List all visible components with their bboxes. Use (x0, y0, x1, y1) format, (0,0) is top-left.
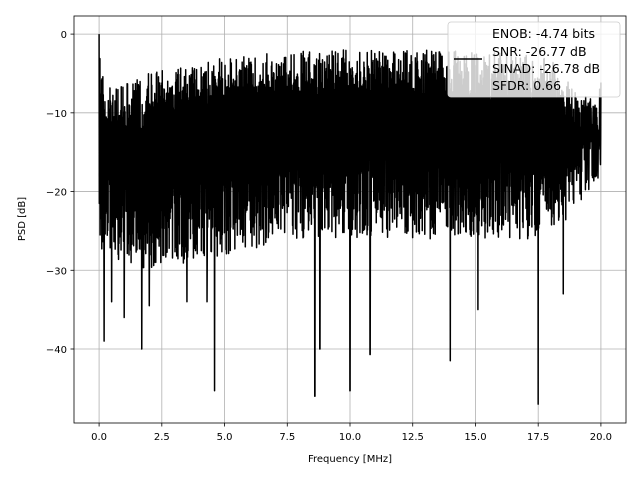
x-tick-label: 17.5 (527, 432, 549, 443)
x-tick-label: 0.0 (91, 432, 107, 443)
x-axis-label: Frequency [MHz] (308, 454, 392, 465)
legend-sfdr: SFDR: 0.66 (492, 78, 561, 93)
x-tick-label: 7.5 (279, 432, 295, 443)
y-axis-label: PSD [dB] (17, 197, 28, 241)
y-tick-label: 0 (61, 30, 67, 41)
y-tick-label: −30 (46, 266, 67, 277)
legend-snr: SNR: -26.77 dB (492, 44, 587, 59)
x-tick-label: 2.5 (154, 432, 170, 443)
y-ticks: 0 −10 −20 −30 −40 (46, 30, 74, 356)
x-tick-label: 20.0 (590, 432, 612, 443)
legend-box (447, 21, 621, 98)
y-tick-label: −40 (46, 345, 67, 356)
y-tick-label: −10 (46, 109, 67, 120)
plot-area (98, 34, 602, 405)
psd-series-line (98, 34, 602, 405)
x-tick-label: 15.0 (464, 432, 486, 443)
x-tick-label: 5.0 (217, 432, 233, 443)
x-tick-label: 10.0 (339, 432, 361, 443)
legend-enob: ENOB: -4.74 bits (492, 26, 595, 41)
legend-sinad: SINAD: -26.78 dB (492, 61, 600, 76)
x-tick-label: 12.5 (402, 432, 424, 443)
legend: ENOB: -4.74 bits SNR: -26.77 dB SINAD: -… (447, 21, 621, 98)
y-tick-label: −20 (46, 188, 67, 199)
x-ticks: 0.0 2.5 5.0 7.5 10.0 12.5 15.0 17.5 20.0 (91, 423, 612, 443)
